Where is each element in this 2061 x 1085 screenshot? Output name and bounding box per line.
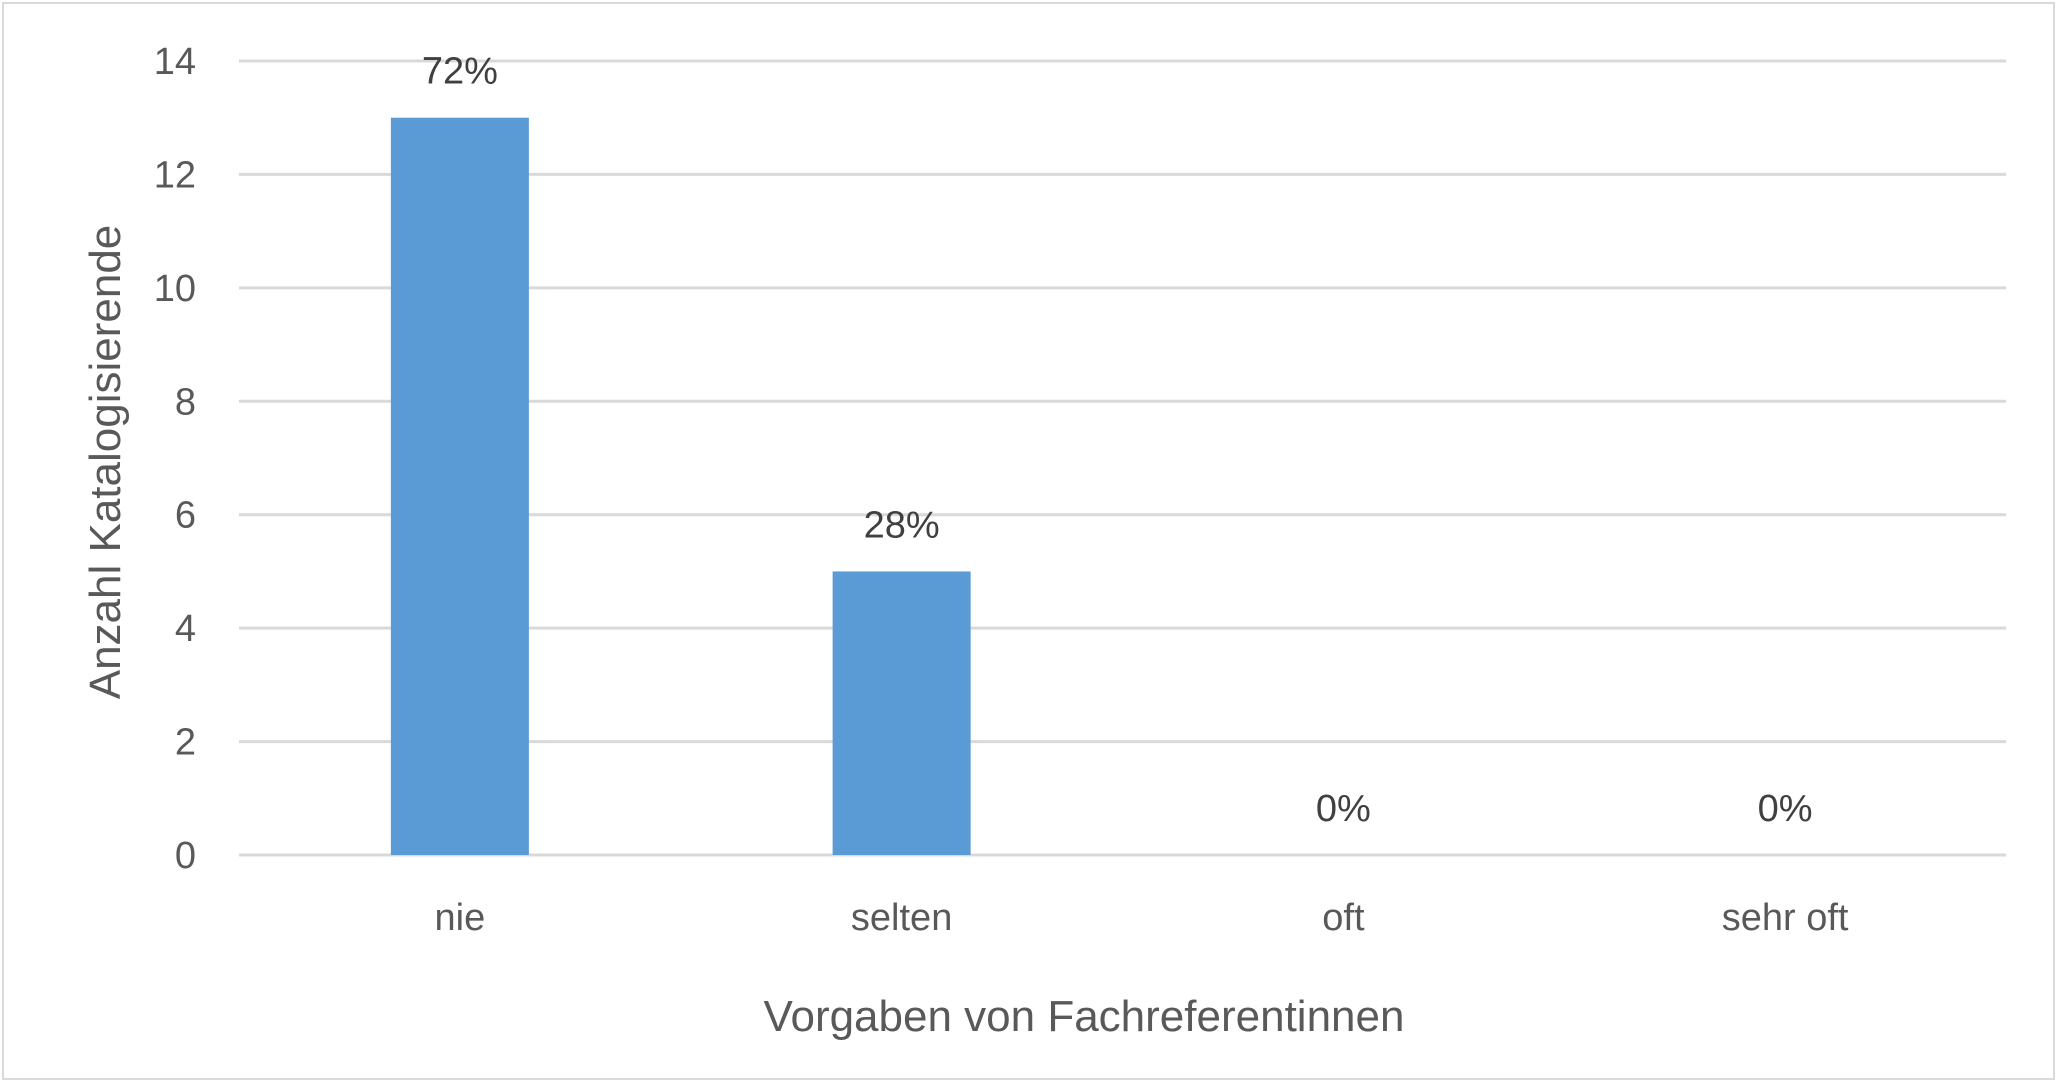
y-axis-title: Anzahl Katalogisierende xyxy=(81,225,130,700)
data-label: 0% xyxy=(1316,788,1371,830)
y-axis-ticks: 0 2 4 6 8 10 12 14 xyxy=(154,41,196,877)
y-tick-label: 8 xyxy=(175,381,196,423)
data-label: 0% xyxy=(1758,788,1813,830)
data-labels: 72% 28% 0% 0% xyxy=(422,51,1813,830)
x-axis-title: Vorgaben von Fachreferentinnen xyxy=(764,992,1405,1041)
x-tick-label: nie xyxy=(435,897,486,939)
data-label: 72% xyxy=(422,51,498,93)
x-axis-ticks: nie selten oft sehr oft xyxy=(435,897,1849,939)
bars xyxy=(390,117,971,855)
bar-chart: 0 2 4 6 8 10 12 14 nie selten oft sehr oft 72% 28% 0… xyxy=(81,41,2006,1041)
x-tick-label: selten xyxy=(851,897,952,939)
y-tick-label: 2 xyxy=(175,722,196,764)
y-tick-label: 14 xyxy=(154,41,196,83)
y-tick-label: 0 xyxy=(175,835,196,877)
bar-nie xyxy=(390,117,529,855)
y-tick-label: 12 xyxy=(154,154,196,196)
y-tick-label: 6 xyxy=(175,495,196,537)
bar-selten xyxy=(832,571,971,855)
data-label: 28% xyxy=(864,504,940,546)
y-tick-label: 4 xyxy=(175,608,196,650)
x-tick-label: oft xyxy=(1322,897,1365,939)
x-tick-label: sehr oft xyxy=(1722,897,1849,939)
y-tick-label: 10 xyxy=(154,268,196,310)
gridlines xyxy=(239,59,2006,857)
